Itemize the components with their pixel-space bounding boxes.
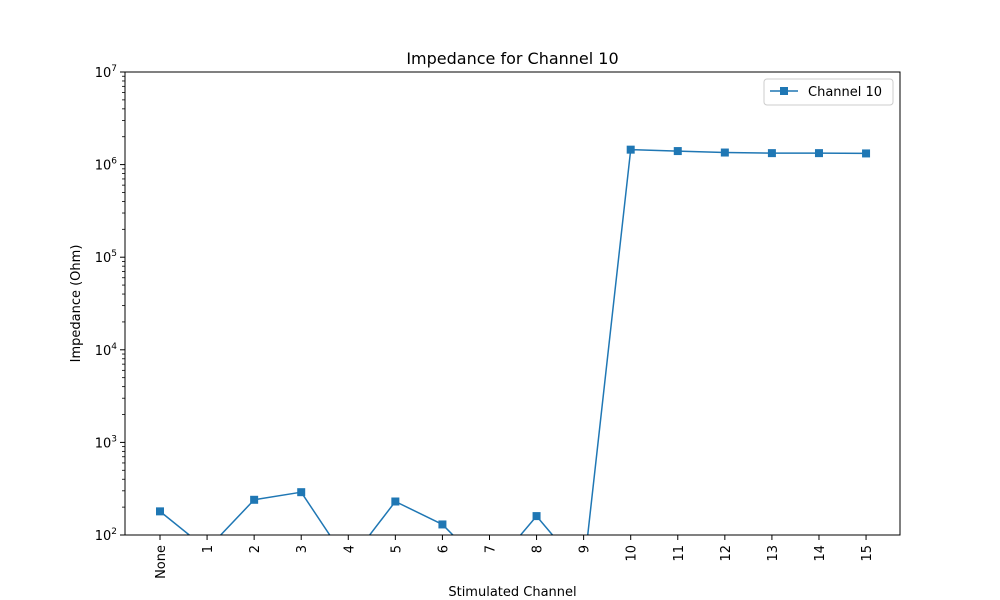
x-tick-label: 13 (766, 545, 781, 562)
x-tick-label: 3 (295, 545, 310, 553)
data-point-marker (156, 507, 164, 516)
data-point-marker (485, 568, 493, 576)
x-tick-label: 1 (201, 545, 216, 553)
y-tick-label: 103 (95, 434, 117, 451)
data-point-marker (297, 488, 306, 497)
data-point-marker (767, 149, 776, 158)
x-tick-label: 11 (672, 545, 687, 562)
y-axis: 102 103 104 105 106 107 (95, 64, 125, 544)
data-point-marker (532, 512, 541, 521)
x-tick-label: 12 (719, 545, 734, 562)
data-point-marker (814, 149, 823, 158)
legend-box (763, 78, 894, 106)
y-tick-label: 105 (95, 249, 117, 266)
data-point-marker (391, 497, 400, 506)
x-axis-title: Stimulated Channel (448, 585, 576, 600)
legend-label: Channel 10 (808, 85, 882, 100)
y-tick-label: 104 (95, 342, 118, 359)
data-point-marker (250, 495, 259, 504)
data-point-marker (580, 568, 588, 576)
data-point-marker (438, 520, 447, 529)
x-tick-label: 5 (389, 545, 404, 553)
x-tick-label: None (154, 545, 169, 579)
legend: Channel 10 (763, 78, 894, 106)
x-tick-label: 6 (436, 545, 451, 553)
data-point-marker (673, 147, 682, 156)
data-point-marker (720, 148, 729, 157)
plot-area (125, 72, 900, 535)
y-tick-label: 102 (95, 527, 117, 544)
legend-marker-swatch (780, 87, 788, 95)
x-tick-label: 10 (625, 545, 640, 562)
x-tick-label: 7 (483, 545, 498, 553)
data-point-marker (344, 559, 352, 567)
series-layer (156, 145, 871, 576)
x-tick-label: 14 (813, 545, 828, 562)
x-tick-label: 4 (342, 545, 357, 553)
x-tick-label: 15 (860, 545, 875, 562)
chart-title: Impedance for Channel 10 (406, 49, 618, 68)
data-point-marker (862, 149, 871, 158)
x-axis: None 1 2 3 4 5 6 7 8 9 10 11 12 13 14 15 (154, 535, 875, 579)
x-tick-label: 2 (248, 545, 263, 553)
x-tick-label: 8 (531, 545, 546, 553)
series-line (159, 148, 867, 535)
data-point-marker (626, 145, 635, 154)
y-axis-title: Impedance (Ohm) (69, 245, 84, 363)
x-tick-label: 9 (578, 545, 593, 553)
plot-frame (124, 71, 901, 536)
y-tick-label: 107 (95, 64, 117, 81)
y-tick-label: 106 (95, 157, 118, 174)
